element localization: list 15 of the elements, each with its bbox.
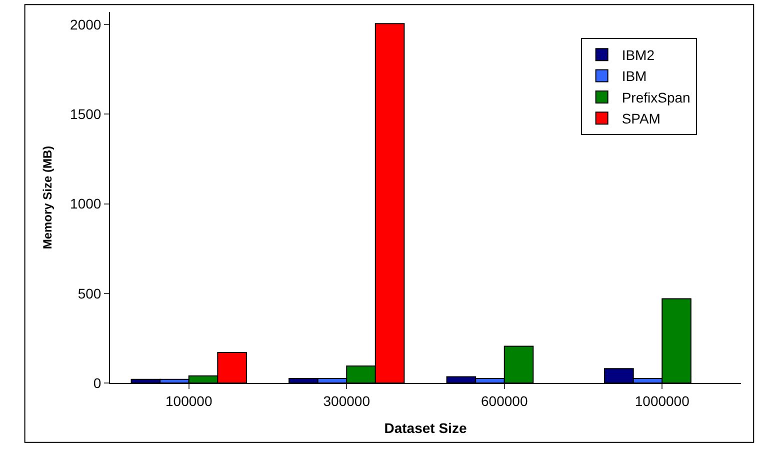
y-tick-label: 1000 — [70, 196, 102, 212]
x-tick-label: 600000 — [481, 392, 528, 409]
y-tick-label: 1500 — [70, 106, 102, 122]
legend-label: IBM2 — [622, 47, 655, 64]
y-tick-label: 2000 — [70, 16, 102, 32]
legend-label: SPAM — [622, 110, 660, 127]
y-tick-label: 0 — [93, 374, 102, 391]
legend-label: IBM — [622, 68, 647, 84]
x-tick-label: 300000 — [323, 392, 370, 409]
legend-label: PrefixSpan — [622, 89, 690, 106]
x-tick-label: 100000 — [166, 392, 212, 409]
y-tick-label: 500 — [78, 285, 102, 302]
x-tick-label: 1000000 — [634, 392, 690, 409]
x-axis-title: Dataset Size — [384, 420, 467, 436]
y-axis-title: Memory Size (MB) — [40, 146, 54, 250]
